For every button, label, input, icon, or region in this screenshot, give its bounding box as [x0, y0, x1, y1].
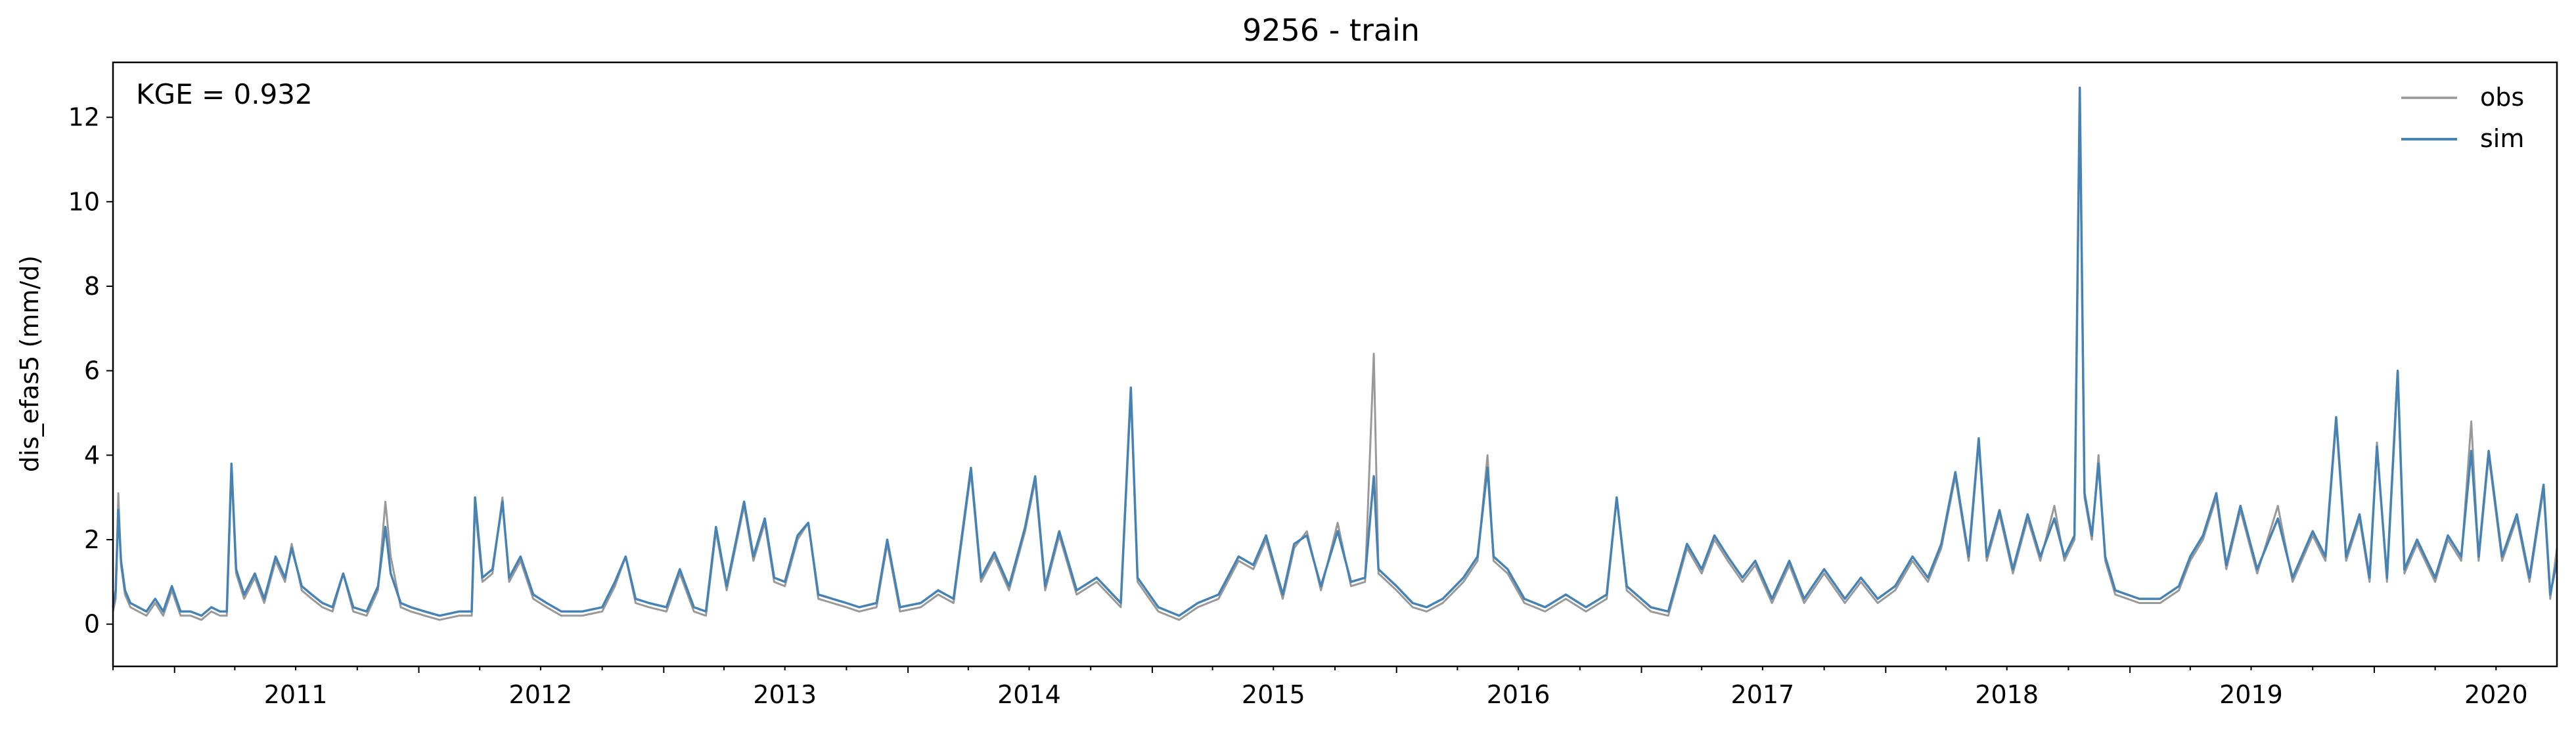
x-tick-label: 2016 — [1487, 680, 1550, 709]
x-tick-label: 2017 — [1731, 680, 1795, 709]
y-tick-label: 2 — [84, 525, 100, 554]
series-layer — [112, 86, 2558, 621]
x-tick-label: 2013 — [753, 680, 817, 709]
legend-label-sim: sim — [2480, 124, 2524, 153]
x-tick-label: 2014 — [997, 680, 1061, 709]
x-tick-label: 2011 — [264, 680, 328, 709]
y-tick-label: 6 — [84, 356, 100, 385]
y-tick-label: 10 — [68, 187, 100, 216]
x-tick-label: 2018 — [1975, 680, 2039, 709]
series-line-sim — [112, 86, 2558, 617]
legend: obs sim — [2401, 83, 2524, 153]
y-axis: 0 2 4 6 8 10 12 — [68, 103, 113, 639]
kge-annotation: KGE = 0.932 — [136, 78, 313, 110]
x-tick-label: 2012 — [509, 680, 573, 709]
y-tick-label: 12 — [68, 103, 100, 132]
x-tick-label: 2020 — [2464, 680, 2528, 709]
x-tick-label: 2015 — [1242, 680, 1305, 709]
x-tick-label: 2019 — [2219, 680, 2283, 709]
y-axis-label: dis_efas5 (mm/d) — [15, 255, 44, 472]
y-tick-label: 0 — [84, 610, 100, 639]
chart-title: 9256 - train — [1242, 12, 1420, 48]
legend-label-obs: obs — [2480, 83, 2524, 112]
y-tick-label: 8 — [84, 272, 100, 301]
y-tick-label: 4 — [84, 441, 100, 469]
x-axis: 2011 2012 2013 2014 2015 2016 2017 2018 2019 2020 — [112, 666, 2528, 709]
